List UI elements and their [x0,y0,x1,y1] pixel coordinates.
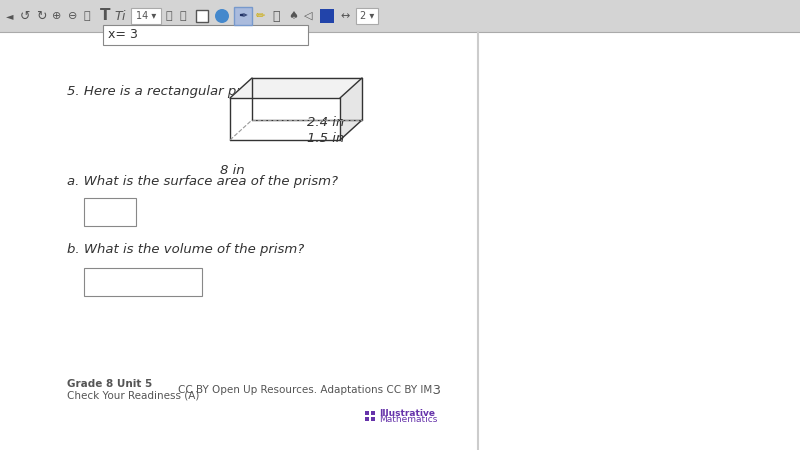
Text: CC BY Open Up Resources. Adaptations CC BY IM.: CC BY Open Up Resources. Adaptations CC … [178,385,436,395]
Text: ⊖: ⊖ [68,11,78,21]
Text: ◁: ◁ [304,11,313,21]
Text: ✒: ✒ [238,11,248,21]
Text: 14 ▾: 14 ▾ [136,11,156,21]
Text: 8 in: 8 in [220,165,244,177]
Text: ♠: ♠ [288,11,298,21]
Polygon shape [340,78,362,140]
Text: Mathematics: Mathematics [379,415,438,424]
Bar [365,417,369,421]
Bar [356,8,378,24]
Text: Illustrative: Illustrative [379,409,435,418]
Polygon shape [230,78,362,98]
Bar [0,0,800,32]
Text: 2 ▾: 2 ▾ [360,11,374,21]
Bar [84,268,202,296]
Bar [103,25,308,45]
Polygon shape [230,98,340,140]
Text: i: i [122,9,126,22]
Text: Check Your Readiness (A): Check Your Readiness (A) [67,391,199,401]
Bar [84,198,136,226]
Circle shape [215,9,229,23]
Bar [131,8,161,24]
Text: ◄: ◄ [6,11,14,21]
Text: ↺: ↺ [20,9,30,22]
Text: 5. Here is a rectangular prism.: 5. Here is a rectangular prism. [67,86,270,99]
Bar [371,411,375,415]
Text: b. What is the volume of the prism?: b. What is the volume of the prism? [67,243,304,256]
Text: Grade 8 Unit 5: Grade 8 Unit 5 [67,379,152,389]
Text: ⬦: ⬦ [272,9,279,22]
Text: 🎤: 🎤 [180,11,186,21]
Bar [320,9,334,23]
Text: 🖼: 🖼 [166,11,173,21]
Text: 3: 3 [432,383,440,396]
Text: x= 3: x= 3 [108,28,138,41]
Text: ↔: ↔ [340,11,350,21]
Bar [234,7,252,25]
Text: 2.4 in: 2.4 in [307,116,344,129]
Text: T: T [100,9,110,23]
Bar [196,10,208,22]
Text: ✏: ✏ [256,11,266,21]
Bar [365,411,369,415]
Text: a. What is the surface area of the prism?: a. What is the surface area of the prism… [67,176,338,189]
Text: ↻: ↻ [36,9,46,22]
Bar [371,417,375,421]
Text: ⊕: ⊕ [52,11,62,21]
Text: ⬜: ⬜ [84,11,90,21]
Text: 1.5 in: 1.5 in [307,131,344,144]
Text: T: T [114,9,122,22]
